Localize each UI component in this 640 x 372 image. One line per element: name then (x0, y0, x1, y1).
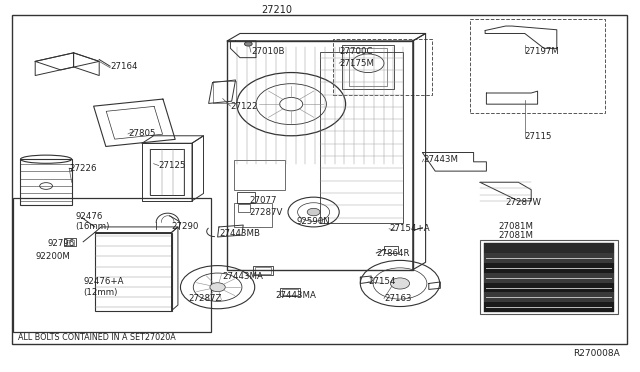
Bar (234, 160, 285, 190)
Text: 27010B: 27010B (251, 47, 284, 56)
Bar (95, 232, 172, 311)
Text: 27443MB: 27443MB (220, 229, 260, 238)
Text: 27077: 27077 (250, 196, 277, 205)
Text: 27700C: 27700C (339, 47, 372, 56)
Text: 27805: 27805 (128, 129, 156, 138)
Text: 27125: 27125 (159, 161, 186, 170)
Bar (237, 192, 255, 203)
Text: 27210: 27210 (261, 6, 292, 15)
Bar (282, 289, 298, 295)
Text: 92796: 92796 (48, 239, 76, 248)
Bar (342, 45, 394, 89)
Text: 27154: 27154 (368, 278, 396, 286)
Bar (384, 246, 398, 253)
Bar (20, 159, 72, 205)
Bar (12, 15, 627, 344)
Bar (280, 288, 300, 296)
Bar (13, 198, 211, 332)
Bar (234, 203, 272, 227)
Bar (484, 282, 614, 292)
Text: 27122: 27122 (230, 102, 258, 110)
Bar (484, 243, 614, 312)
Text: 27443MA: 27443MA (275, 291, 316, 300)
Text: 92200M: 92200M (35, 252, 70, 261)
Circle shape (244, 42, 252, 46)
Text: 92476
(16mm): 92476 (16mm) (76, 212, 110, 231)
Bar (253, 266, 273, 275)
Bar (484, 273, 614, 282)
Text: 27864R: 27864R (376, 249, 410, 258)
Bar (66, 240, 74, 245)
Text: 27287V: 27287V (250, 208, 283, 217)
Bar (484, 253, 614, 263)
Bar (349, 48, 387, 86)
Text: ALL BOLTS CONTAINED IN A SET27020A: ALL BOLTS CONTAINED IN A SET27020A (18, 333, 175, 342)
Text: R270008A: R270008A (573, 349, 620, 358)
Text: 27443M: 27443M (424, 155, 459, 164)
Circle shape (210, 283, 225, 292)
Text: 27115: 27115 (525, 132, 552, 141)
Bar (484, 243, 614, 253)
Text: 27443MA: 27443MA (223, 272, 264, 280)
Bar (484, 302, 614, 312)
Bar (470, 19, 605, 113)
Text: 27287Z: 27287Z (189, 294, 222, 303)
Text: 92590N: 92590N (297, 217, 331, 226)
Bar (64, 238, 76, 246)
Text: 27164: 27164 (110, 62, 138, 71)
Text: 27175M: 27175M (339, 59, 374, 68)
Text: 92476+A
(12mm): 92476+A (12mm) (83, 278, 124, 297)
Bar (333, 39, 432, 95)
Text: 27081M: 27081M (498, 222, 533, 231)
Text: 27197M: 27197M (525, 47, 559, 56)
Bar (320, 52, 403, 223)
Text: 27287W: 27287W (506, 198, 541, 207)
Circle shape (307, 208, 320, 216)
Circle shape (390, 278, 410, 289)
Text: 27290: 27290 (172, 222, 199, 231)
Bar (480, 240, 618, 314)
Text: 27154+A: 27154+A (389, 224, 429, 233)
Text: 27163: 27163 (384, 294, 412, 303)
Text: 27226: 27226 (69, 164, 97, 173)
Text: 27081M: 27081M (498, 231, 533, 240)
Bar (484, 292, 614, 302)
Bar (213, 81, 236, 103)
Bar (484, 263, 614, 273)
Bar (255, 267, 271, 274)
Bar (238, 204, 250, 212)
